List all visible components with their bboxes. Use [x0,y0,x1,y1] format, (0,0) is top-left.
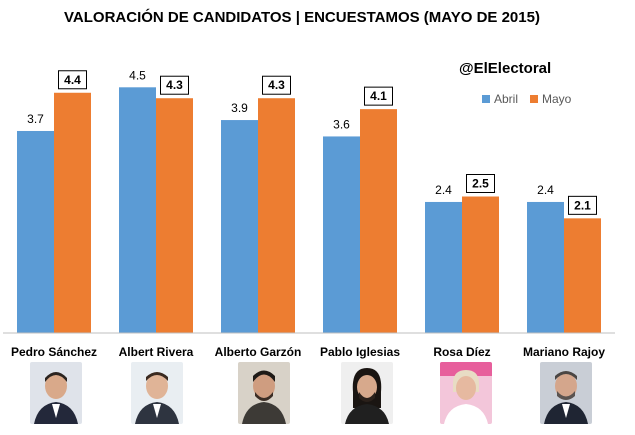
bar-mayo-rosa-diez [462,196,499,333]
value-label-mayo-pedro-sanchez: 4.4 [64,73,81,87]
legend-label-abril: Abril [494,92,518,106]
value-label-abril-rosa-diez: 2.4 [435,183,452,197]
value-label-mayo-rosa-diez: 2.5 [472,177,489,191]
candidate-photo-mariano-rajoy [540,362,592,424]
bar-abril-pablo-iglesias [323,136,360,333]
chart-title: VALORACIÓN DE CANDIDATOS | ENCUESTAMOS (… [64,8,540,26]
bars-group: 3.7 4.4 4.5 4.3 3.9 4.3 3.6 4.1 2.4 2.5 2.4 2.1 [17,68,601,333]
value-box-mayo-rosa-diez [466,174,495,193]
legend-swatch-mayo [530,95,538,103]
legend-swatch-abril [482,95,490,103]
x-tick-labels: Pedro Sánchez Albert Rivera Alberto Garzón… [11,345,605,359]
value-box-mayo-albert-rivera [160,75,189,95]
bar-mayo-alberto-garzon [258,98,295,333]
x-tick-label-alberto-garzon: Alberto Garzón [215,345,302,359]
value-label-mayo-pablo-iglesias: 4.1 [370,89,387,103]
value-label-abril-mariano-rajoy: 2.4 [537,183,554,197]
x-tick-label-pedro-sanchez: Pedro Sánchez [11,345,97,359]
value-label-mayo-albert-rivera: 4.3 [166,78,183,92]
value-box-mayo-mariano-rajoy [568,195,597,215]
value-box-mayo-pedro-sanchez [58,70,87,90]
candidate-photo-pedro-sanchez [30,362,82,424]
bar-mayo-mariano-rajoy [564,218,601,333]
value-box-mayo-pablo-iglesias [364,86,393,106]
value-label-abril-albert-rivera: 4.5 [129,68,146,82]
x-tick-label-mariano-rajoy: Mariano Rajoy [523,345,605,359]
value-label-mayo-alberto-garzon: 4.3 [268,78,285,92]
value-box-mayo-alberto-garzon [262,75,291,95]
bar-abril-alberto-garzon [221,120,258,333]
candidate-photo-pablo-iglesias [341,362,393,424]
candidate-photo-albert-rivera [131,362,183,424]
bar-abril-rosa-diez [425,201,462,333]
x-tick-label-pablo-iglesias: Pablo Iglesias [320,345,400,359]
bar-abril-pedro-sanchez [17,130,54,333]
value-label-abril-alberto-garzon: 3.9 [231,101,248,115]
bar-mayo-pedro-sanchez [54,92,91,333]
x-tick-label-albert-rivera: Albert Rivera [119,345,194,359]
bar-abril-mariano-rajoy [527,201,564,333]
bar-mayo-pablo-iglesias [360,109,397,333]
value-label-mayo-mariano-rajoy: 2.1 [574,198,591,212]
x-tick-label-rosa-diez: Rosa Díez [433,345,490,359]
value-label-abril-pedro-sanchez: 3.7 [27,112,44,126]
legend: Abril Mayo [482,92,572,106]
bar-abril-albert-rivera [119,87,156,333]
value-label-abril-pablo-iglesias: 3.6 [333,117,350,131]
candidate-photo-rosa-diez [440,362,492,424]
bar-mayo-albert-rivera [156,98,193,333]
legend-label-mayo: Mayo [542,92,572,106]
watermark-handle: @ElElectoral [459,60,551,77]
candidate-photo-alberto-garzon [238,362,290,424]
